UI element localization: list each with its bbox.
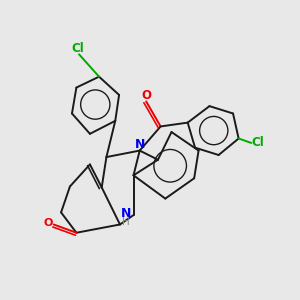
Text: Cl: Cl [251,136,264,149]
Text: N: N [121,207,131,220]
Text: N: N [135,138,146,151]
Text: O: O [141,89,151,102]
Text: H: H [122,217,130,226]
Text: Cl: Cl [71,42,84,55]
Text: O: O [44,218,53,228]
